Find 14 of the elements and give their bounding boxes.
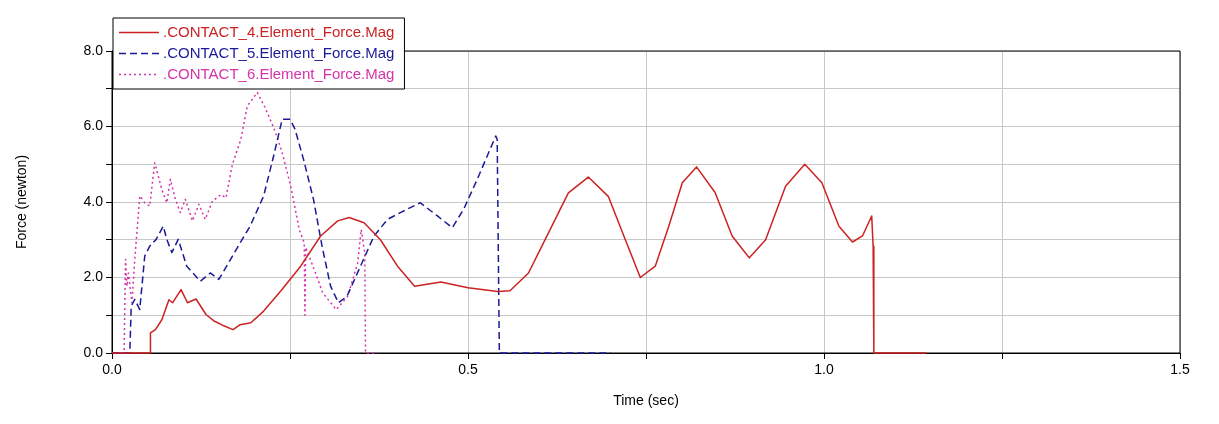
- y-tick-label: 4.0: [83, 192, 104, 209]
- x-tick-label: 1.5: [1170, 361, 1190, 378]
- legend-label: .CONTACT_4.Element_Force.Mag: [163, 22, 395, 40]
- y-tick-label: 0.0: [83, 343, 104, 360]
- y-tick-label: 8.0: [83, 41, 104, 58]
- x-tick-label: 0.5: [458, 361, 478, 378]
- legend-label: .CONTACT_5.Element_Force.Mag: [163, 43, 395, 61]
- y-axis-title: Force (newton): [13, 154, 30, 250]
- y-tick-label: 6.0: [83, 117, 104, 134]
- x-tick-label: 1.0: [814, 361, 834, 378]
- x-tick-label: 0.0: [102, 361, 122, 378]
- x-axis-title: Time (sec): [613, 392, 679, 409]
- y-tick-label: 2.0: [83, 268, 104, 285]
- legend-label: .CONTACT_6.Element_Force.Mag: [163, 64, 395, 82]
